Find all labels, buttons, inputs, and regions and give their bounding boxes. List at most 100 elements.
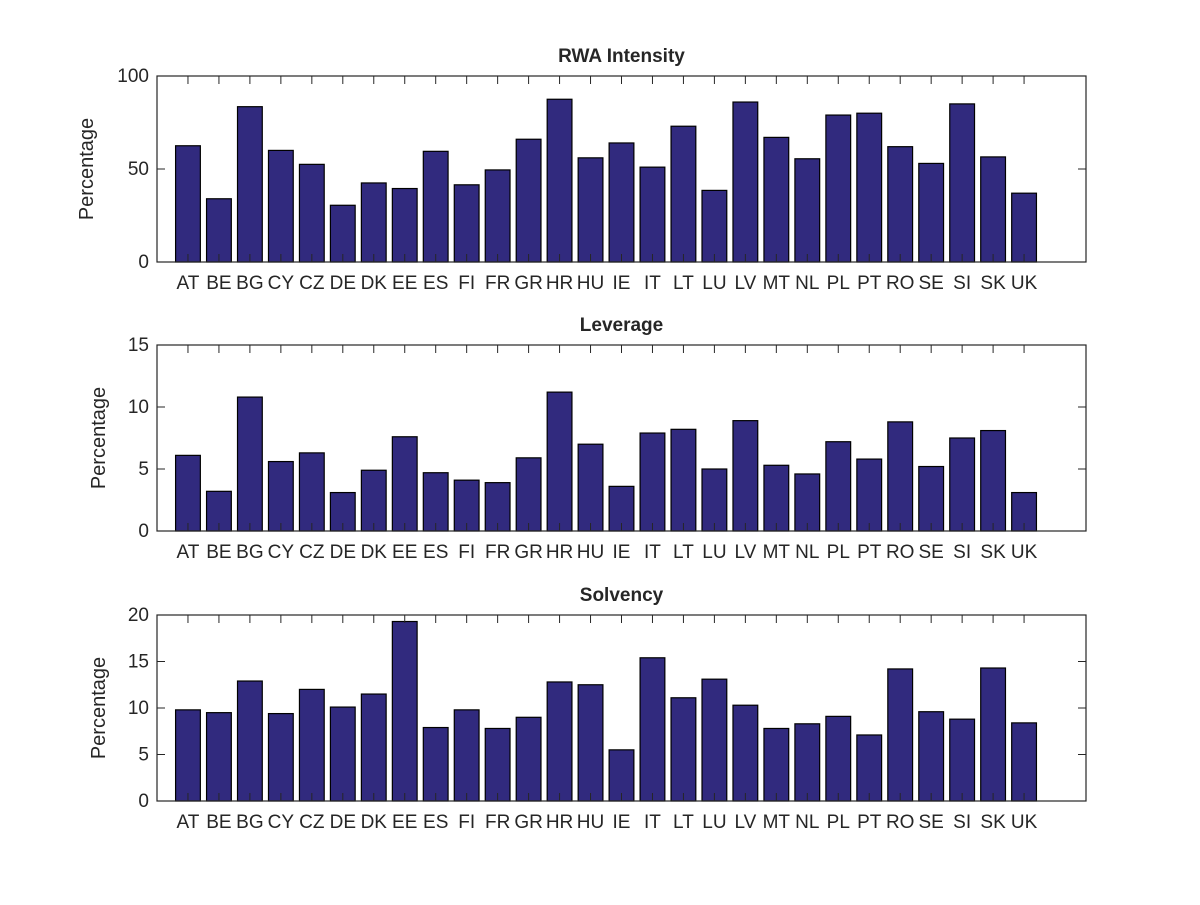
x-tick-label-gr: GR xyxy=(514,542,543,563)
bar-fr xyxy=(484,169,511,263)
bar-hr xyxy=(546,391,573,532)
bar-ie xyxy=(608,142,635,263)
bar-ee xyxy=(391,620,418,802)
panel-title: Leverage xyxy=(580,315,663,336)
bar-ro xyxy=(887,668,914,802)
x-tick-label-lu: LU xyxy=(702,273,726,294)
x-tick-label-uk: UK xyxy=(1011,812,1038,833)
bar-hr xyxy=(546,681,573,802)
bar-lt xyxy=(670,428,697,532)
bar-bg xyxy=(236,396,263,532)
bar-it xyxy=(639,166,666,263)
x-tick-label-at: AT xyxy=(177,273,200,294)
x-tick-label-pl: PL xyxy=(827,273,850,294)
bar-lt xyxy=(670,125,697,263)
bar-es xyxy=(422,726,449,802)
y-tick-label: 0 xyxy=(138,791,149,812)
x-tick-label-fi: FI xyxy=(458,812,475,833)
x-tick-label-hr: HR xyxy=(546,812,573,833)
bar-fi xyxy=(453,184,480,263)
bar-pl xyxy=(825,715,852,802)
bar-si xyxy=(949,718,976,802)
x-tick-label-hu: HU xyxy=(577,273,604,294)
bar-pl xyxy=(825,114,852,263)
bar-pt xyxy=(856,458,883,532)
y-tick-label: 10 xyxy=(128,698,149,719)
bar-uk xyxy=(1011,722,1038,802)
bar-lu xyxy=(701,678,728,802)
bar-dk xyxy=(360,693,387,802)
bar-dk xyxy=(360,469,387,532)
x-tick-label-es: ES xyxy=(423,273,448,294)
x-tick-label-mt: MT xyxy=(763,812,791,833)
bar-lv xyxy=(732,101,759,263)
bar-lu xyxy=(701,468,728,532)
x-tick-label-sk: SK xyxy=(980,542,1006,563)
x-tick-label-cz: CZ xyxy=(299,273,325,294)
bar-se xyxy=(918,465,945,532)
x-tick-label-lt: LT xyxy=(673,812,694,833)
x-tick-label-be: BE xyxy=(206,812,231,833)
bar-nl xyxy=(794,158,821,263)
x-tick-label-cz: CZ xyxy=(299,542,325,563)
x-tick-label-gr: GR xyxy=(514,812,543,833)
x-tick-label-lv: LV xyxy=(734,273,756,294)
bar-fi xyxy=(453,709,480,802)
x-tick-label-si: SI xyxy=(953,542,971,563)
x-tick-label-cz: CZ xyxy=(299,812,325,833)
bar-fi xyxy=(453,479,480,532)
x-tick-label-lu: LU xyxy=(702,542,726,563)
bar-lt xyxy=(670,697,697,802)
x-tick-label-at: AT xyxy=(177,542,200,563)
y-tick-label: 5 xyxy=(138,459,149,480)
y-tick-label: 20 xyxy=(128,605,149,626)
y-tick-label: 15 xyxy=(128,652,149,673)
bar-cy xyxy=(267,149,294,263)
x-tick-label-cy: CY xyxy=(268,812,295,833)
x-tick-label-ro: RO xyxy=(886,542,915,563)
x-tick-label-lu: LU xyxy=(702,812,726,833)
bar-uk xyxy=(1011,192,1038,263)
bar-lu xyxy=(701,189,728,263)
x-tick-label-sk: SK xyxy=(980,273,1006,294)
bar-pt xyxy=(856,112,883,263)
bar-se xyxy=(918,711,945,802)
bar-fr xyxy=(484,727,511,802)
bar-cz xyxy=(298,163,325,263)
y-axis-label: Percentage xyxy=(76,118,98,220)
bar-be xyxy=(205,198,232,263)
bar-si xyxy=(949,437,976,532)
y-tick-label: 5 xyxy=(138,745,149,766)
x-tick-label-bg: BG xyxy=(236,812,263,833)
bar-de xyxy=(329,204,356,263)
bar-si xyxy=(949,103,976,263)
bar-hr xyxy=(546,98,573,263)
x-tick-label-se: SE xyxy=(918,542,943,563)
y-axis-label: Percentage xyxy=(88,657,110,759)
x-tick-label-hu: HU xyxy=(577,812,604,833)
bar-mt xyxy=(763,136,790,263)
bar-it xyxy=(639,432,666,532)
x-tick-label-ee: EE xyxy=(392,812,417,833)
bar-pl xyxy=(825,441,852,532)
bar-cz xyxy=(298,452,325,532)
x-tick-label-nl: NL xyxy=(795,542,819,563)
bar-nl xyxy=(794,723,821,802)
x-tick-label-de: DE xyxy=(330,542,356,563)
x-tick-label-se: SE xyxy=(918,812,943,833)
y-tick-label: 50 xyxy=(128,159,149,180)
x-tick-label-be: BE xyxy=(206,273,231,294)
bar-dk xyxy=(360,182,387,263)
x-tick-label-dk: DK xyxy=(361,542,388,563)
x-tick-label-it: IT xyxy=(644,542,661,563)
x-tick-label-ro: RO xyxy=(886,812,915,833)
bar-gr xyxy=(515,138,542,263)
y-tick-label: 100 xyxy=(117,66,149,87)
x-tick-label-hr: HR xyxy=(546,273,573,294)
bar-ee xyxy=(391,187,418,263)
x-tick-label-pt: PT xyxy=(857,812,882,833)
bar-at xyxy=(174,709,201,802)
x-tick-label-uk: UK xyxy=(1011,542,1038,563)
